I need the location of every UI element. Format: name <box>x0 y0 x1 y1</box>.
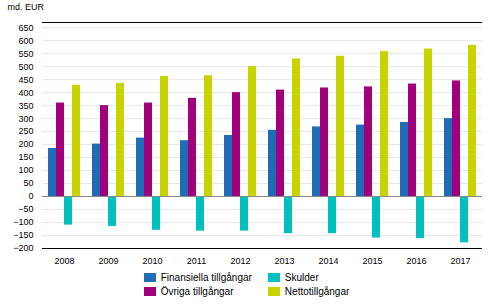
svg-text:2013: 2013 <box>274 256 294 266</box>
html-text:Nettotillgångar: Nettotillgångar <box>284 286 350 297</box>
svg-text:2008: 2008 <box>54 256 74 266</box>
svg-text:250: 250 <box>18 126 33 136</box>
html-text:Finansiella tillgångar: Finansiella tillgångar <box>160 272 252 283</box>
svg-text:2016: 2016 <box>406 256 426 266</box>
svg-text:150: 150 <box>18 152 33 162</box>
svg-text:100: 100 <box>18 165 33 175</box>
svg-text:50: 50 <box>23 178 33 188</box>
svg-text:2009: 2009 <box>98 256 118 266</box>
svg-text:400: 400 <box>18 88 33 98</box>
svg-text:200: 200 <box>18 139 33 149</box>
svg-text:0: 0 <box>28 191 33 201</box>
svg-text:−150: −150 <box>13 230 33 240</box>
svg-text:md. EUR: md. EUR <box>8 2 45 12</box>
svg-text:−100: −100 <box>13 217 33 227</box>
html-text:Skulder: Skulder <box>284 272 319 283</box>
svg-text:2017: 2017 <box>450 256 470 266</box>
svg-text:300: 300 <box>18 113 33 123</box>
svg-text:2014: 2014 <box>318 256 338 266</box>
svg-text:−200: −200 <box>13 243 33 253</box>
svg-text:550: 550 <box>18 49 33 59</box>
svg-text:2011: 2011 <box>187 256 206 266</box>
svg-text:2015: 2015 <box>362 256 382 266</box>
svg-text:500: 500 <box>18 62 33 72</box>
svg-text:−50: −50 <box>18 204 33 214</box>
svg-text:350: 350 <box>18 101 33 111</box>
svg-text:450: 450 <box>18 75 33 85</box>
svg-text:2012: 2012 <box>230 256 250 266</box>
svg-text:650: 650 <box>18 23 33 33</box>
svg-text:600: 600 <box>18 36 33 46</box>
svg-text:2010: 2010 <box>142 256 162 266</box>
html-text:Övriga tillgångar: Övriga tillgångar <box>160 286 234 297</box>
